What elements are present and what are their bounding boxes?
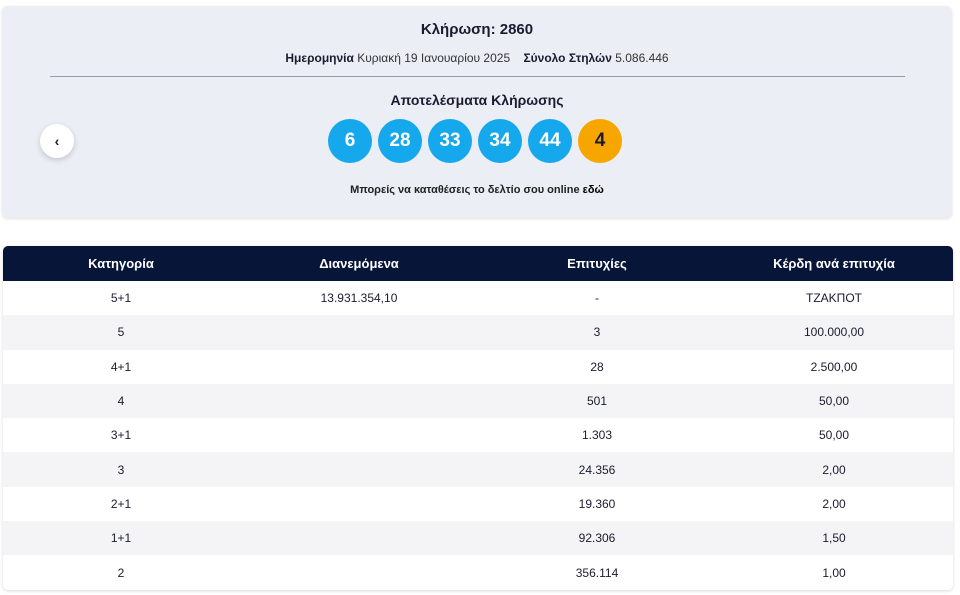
- date-value: Κυριακή 19 Ιανουαρίου 2025: [357, 51, 511, 65]
- table-cell: 1,00: [822, 565, 846, 580]
- table-row: 4+1 28 2.500,00: [3, 350, 953, 384]
- table-row: 2+1 19.360 2,00: [3, 487, 953, 521]
- draw-card: Κλήρωση: 2860 Ημερομηνία Κυριακή 19 Ιανο…: [2, 6, 952, 218]
- date-label: Ημερομηνία: [285, 51, 354, 65]
- table-cell: 19.360: [578, 496, 616, 511]
- note: Μπορείς να καταθέσεις το δελτίο σου onli…: [2, 184, 952, 196]
- columns-label: Σύνολο Στηλών: [523, 51, 612, 65]
- column-header: Κέρδη ανά επιτυχία: [773, 256, 895, 271]
- table-cell: 356.114: [575, 565, 619, 580]
- draw-info: Ημερομηνία Κυριακή 19 Ιανουαρίου 2025 Σύ…: [2, 51, 952, 65]
- note-text: Μπορείς να καταθέσεις το δελτίο σου onli…: [350, 184, 580, 196]
- table-cell: 4: [117, 394, 125, 409]
- table-cell: 501: [586, 394, 608, 409]
- table-cell: 13.931.354,10: [320, 291, 398, 306]
- table-cell: 1.303: [581, 428, 613, 443]
- table-cell: 50,00: [818, 394, 850, 409]
- table-cell: -: [595, 291, 599, 306]
- table-cell: 50,00: [818, 428, 850, 443]
- table-row: 3+1 1.303 50,00: [3, 418, 953, 452]
- table-row: 5 3 100.000,00: [3, 315, 953, 350]
- columns-value: 5.086.446: [615, 51, 669, 65]
- results-title: Αποτελέσματα Κλήρωσης: [390, 92, 564, 108]
- table-cell: 100.000,00: [803, 325, 865, 340]
- draw-title: Κλήρωση: 2860: [420, 21, 534, 38]
- table-row: 5+1 13.931.354,10 - ΤΖΑΚΠΟΤ: [3, 281, 953, 315]
- table-cell: 2+1: [110, 496, 132, 511]
- ball: 44: [528, 119, 572, 163]
- table-cell: 2,00: [822, 462, 846, 477]
- table-cell: 5+1: [110, 291, 132, 306]
- table-row: 4 501 50,00: [3, 383, 953, 419]
- table-cell: 2,00: [822, 496, 846, 511]
- table-row: 1+1 92.306 1,50: [3, 521, 953, 556]
- table-cell: 3: [117, 462, 125, 477]
- column-header: Διανεμόμενα: [319, 256, 399, 271]
- note-link[interactable]: εδώ: [582, 184, 604, 196]
- table-row: 2 356.114 1,00: [3, 555, 953, 589]
- table-cell: 2.500,00: [810, 359, 858, 374]
- table-cell: 28: [590, 359, 604, 374]
- bonus-ball: 4: [578, 119, 622, 163]
- table-cell: 24.356: [578, 462, 616, 477]
- ball: 28: [378, 119, 422, 163]
- table-cell: 92.306: [578, 531, 616, 546]
- results-table: Κατηγορία Διανεμόμενα Επιτυχίες Κέρδη ανά ε…: [3, 246, 953, 590]
- prev-button[interactable]: ‹: [40, 124, 74, 158]
- table-cell: 2: [117, 565, 125, 580]
- table-cell: ΤΖΑΚΠΟΤ: [806, 291, 862, 306]
- ball: 6: [328, 119, 372, 163]
- table-cell: 1+1: [110, 531, 132, 546]
- table-cell: 3: [593, 325, 601, 340]
- table-cell: 1,50: [822, 531, 846, 546]
- divider: [50, 76, 905, 77]
- table-header: Κατηγορία Διανεμόμενα Επιτυχίες Κέρδη ανά ε…: [3, 246, 953, 281]
- column-header: Επιτυχίες: [567, 256, 627, 271]
- table-cell: 4+1: [110, 359, 132, 374]
- table-row: 3 24.356 2,00: [3, 452, 953, 487]
- table-cell: 3+1: [110, 428, 132, 443]
- table-cell: 5: [117, 325, 125, 340]
- ball: 34: [478, 119, 522, 163]
- column-header: Κατηγορία: [88, 256, 154, 271]
- ball: 33: [428, 119, 472, 163]
